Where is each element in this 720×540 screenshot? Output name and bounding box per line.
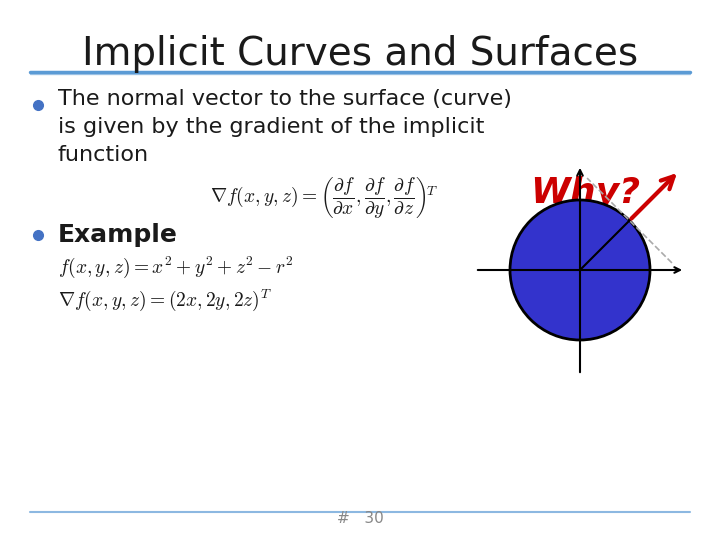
- Text: function: function: [58, 145, 149, 165]
- Text: Why?: Why?: [530, 176, 640, 210]
- Text: Implicit Curves and Surfaces: Implicit Curves and Surfaces: [82, 35, 638, 73]
- Text: $\nabla f(x, y, z) = (2x, 2y, 2z)^T$: $\nabla f(x, y, z) = (2x, 2y, 2z)^T$: [58, 287, 272, 313]
- Text: is given by the gradient of the implicit: is given by the gradient of the implicit: [58, 117, 485, 137]
- Text: Example: Example: [58, 223, 178, 247]
- Text: #   30: # 30: [337, 511, 383, 526]
- Text: $\nabla f(x,y,z) = \left(\dfrac{\partial f}{\partial x}, \dfrac{\partial f}{\par: $\nabla f(x,y,z) = \left(\dfrac{\partial…: [210, 176, 438, 220]
- Text: $f(x, y, z) = x^2 + y^2 + z^2 - r^2$: $f(x, y, z) = x^2 + y^2 + z^2 - r^2$: [58, 254, 294, 280]
- Text: The normal vector to the surface (curve): The normal vector to the surface (curve): [58, 89, 512, 109]
- Circle shape: [510, 200, 650, 340]
